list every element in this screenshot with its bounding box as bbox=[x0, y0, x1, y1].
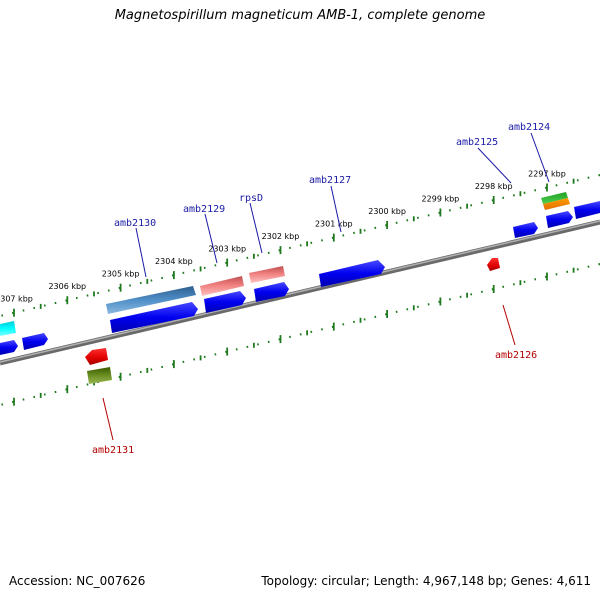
gene-label-amb2124[interactable]: amb2124 bbox=[508, 122, 550, 133]
gene-feature-red-1[interactable] bbox=[85, 348, 108, 365]
scale-tick-label: 2300 kbp bbox=[368, 207, 406, 216]
forward-scale-track bbox=[1, 174, 600, 317]
gene-label-amb2131[interactable]: amb2131 bbox=[92, 445, 134, 456]
gene-feature-green[interactable] bbox=[541, 192, 568, 204]
gene-arrow-5[interactable] bbox=[546, 211, 573, 228]
gene-label-amb2129[interactable]: amb2129 bbox=[183, 204, 225, 215]
gene-arrow-3[interactable] bbox=[254, 282, 289, 302]
scale-tick-label: 2303 kbp bbox=[208, 245, 246, 254]
backbone-gene-arrows bbox=[0, 201, 600, 355]
gene-arrow-long-1[interactable] bbox=[110, 302, 198, 333]
scale-tick-label: 2306 kbp bbox=[48, 282, 86, 291]
scale-tick-label: 2298 kbp bbox=[475, 182, 513, 191]
gene-arrow-right-edge[interactable] bbox=[574, 201, 600, 219]
gene-arrow-long-2[interactable] bbox=[319, 260, 385, 287]
scale-tick-label: 2297 kbp bbox=[528, 170, 566, 179]
gene-feature-pink-2[interactable] bbox=[249, 266, 285, 283]
forward-strand-genes bbox=[0, 192, 570, 336]
reverse-scale-track bbox=[1, 263, 600, 406]
gene-arrow-4[interactable] bbox=[513, 222, 538, 238]
scale-tick-label: 2307 kbp bbox=[0, 295, 33, 304]
gene-feature-cyan[interactable] bbox=[0, 321, 16, 336]
genome-backbone bbox=[0, 219, 600, 366]
accession-number: Accession: NC_007626 bbox=[9, 574, 146, 588]
gene-arrow-left-edge[interactable] bbox=[0, 340, 18, 355]
gene-label-amb2125[interactable]: amb2125 bbox=[456, 137, 498, 148]
gene-label-amb2127[interactable]: amb2127 bbox=[309, 175, 351, 186]
scale-tick-label: 2304 kbp bbox=[155, 257, 193, 266]
gene-feature-steelblue[interactable] bbox=[106, 286, 196, 314]
gene-label-amb2130[interactable]: amb2130 bbox=[114, 218, 156, 229]
scale-tick-label: 2305 kbp bbox=[102, 270, 140, 279]
gene-feature-pink-1[interactable] bbox=[200, 276, 244, 296]
gene-label-rpsd[interactable]: rpsD bbox=[239, 193, 263, 204]
gene-labels: amb2124 amb2125 amb2127 rpsD amb2129 amb… bbox=[92, 122, 550, 456]
gene-feature-orange[interactable] bbox=[543, 198, 570, 210]
scale-tick-labels: 2297 kbp 2298 kbp 2299 kbp 2300 kbp 2301 kbp… bbox=[0, 170, 566, 304]
gene-feature-olive[interactable] bbox=[87, 367, 112, 384]
scale-tick-label: 2302 kbp bbox=[262, 232, 300, 241]
reverse-strand-genes bbox=[85, 258, 500, 384]
gene-feature-red-2[interactable] bbox=[487, 258, 500, 271]
genome-topology-info: Topology: circular; Length: 4,967,148 bp… bbox=[261, 574, 591, 588]
gene-arrow-small-left[interactable] bbox=[22, 333, 48, 350]
gene-label-amb2126[interactable]: amb2126 bbox=[495, 350, 537, 361]
label-leader-lines bbox=[102, 132, 550, 441]
scale-tick-label: 2299 kbp bbox=[422, 195, 460, 204]
scale-tick-label: 2301 kbp bbox=[315, 220, 353, 229]
page-title: Magnetospirillum magneticum AMB-1, compl… bbox=[114, 8, 486, 23]
gene-arrow-2[interactable] bbox=[204, 291, 246, 313]
